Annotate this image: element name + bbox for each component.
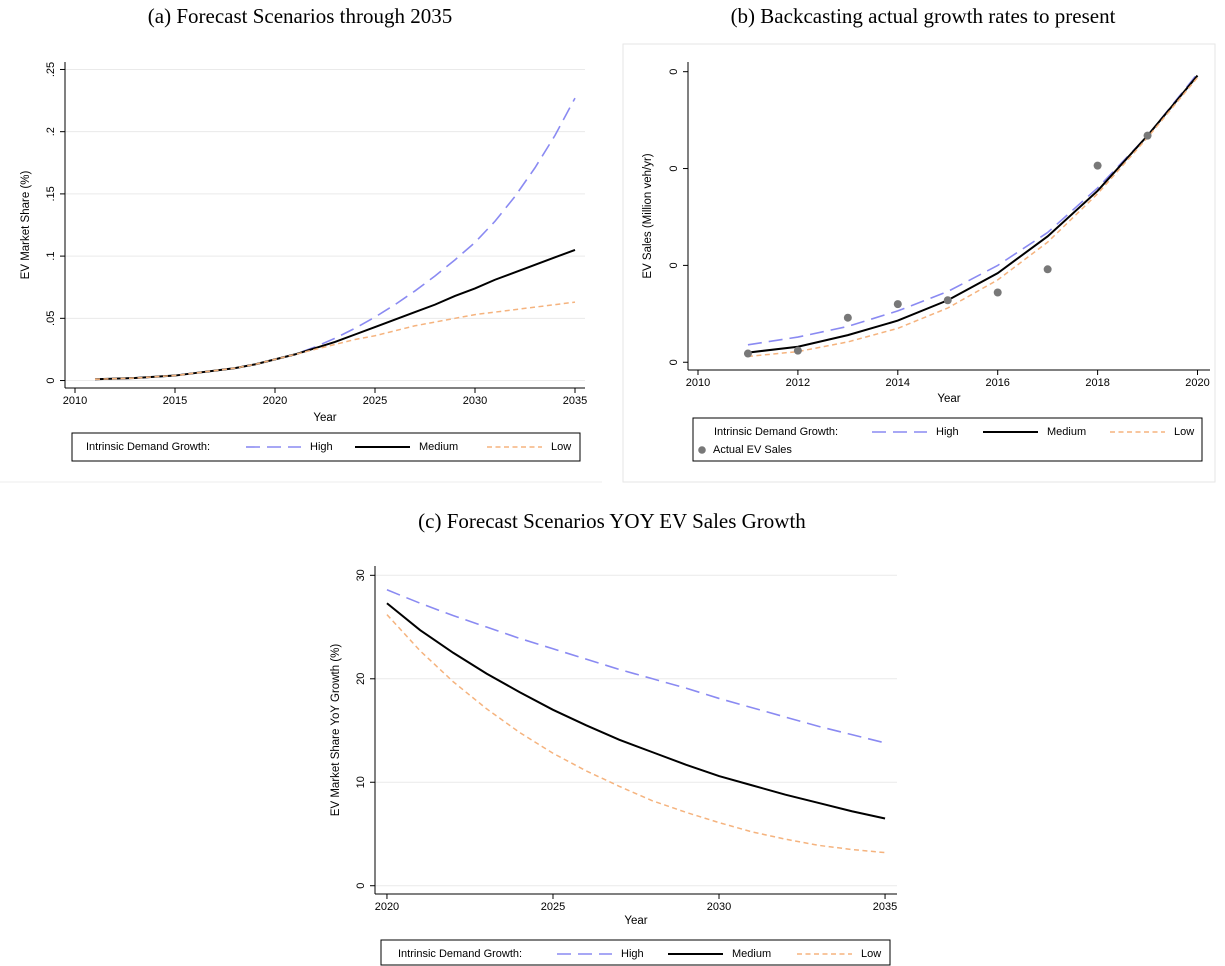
x-tick-label: 2010 [686,377,710,389]
legend-label: Low [1174,426,1194,438]
y-tick-label: 0 [668,69,680,75]
series-line [94,248,576,381]
legend-title: Intrinsic Demand Growth: [86,441,210,453]
series-line [747,74,1199,354]
x-axis-title: Year [624,915,647,927]
y-tick-label: .1 [45,252,57,261]
legend-label: Low [551,441,571,453]
data-point [1043,265,1052,274]
legend-title: Intrinsic Demand Growth: [398,948,522,960]
x-tick-label: 2030 [463,395,487,407]
legend-marker [698,446,706,454]
y-tick-label: 0 [668,359,680,365]
legend-title: Intrinsic Demand Growth: [714,426,838,438]
x-tick-label: 2025 [363,395,387,407]
series-line [94,97,576,381]
legend-label: Medium [419,441,458,453]
series-line [386,614,886,854]
legend-label: Medium [1047,426,1086,438]
y-axis-title: EV Market Share YoY Growth (%) [330,644,342,817]
data-point [1093,161,1102,170]
y-tick-label: 0 [45,377,57,383]
x-axis-title: Year [937,393,960,405]
x-tick-label: 2020 [263,395,287,407]
series-line [747,73,1199,346]
legend-label: High [936,426,959,438]
legend-label: Medium [732,948,771,960]
legend-box [380,939,891,966]
y-tick-label: 20 [355,673,367,685]
series-line [747,77,1199,358]
series-line [386,602,886,820]
y-tick-label: .2 [45,127,57,136]
x-tick-label: 2020 [1185,377,1209,389]
data-point [843,313,852,322]
legend-label: High [310,441,333,453]
y-tick-label: 10 [355,776,367,788]
legend-label: Actual EV Sales [713,444,792,456]
x-tick-label: 2016 [985,377,1009,389]
panel-border [622,43,1216,483]
x-tick-label: 2035 [873,901,897,913]
y-tick-label: 0 [668,165,680,171]
data-point [1143,131,1152,140]
y-tick-label: .15 [45,186,57,201]
x-tick-label: 2020 [375,901,399,913]
y-tick-label: .25 [45,62,57,77]
y-axis-title: EV Market Share (%) [20,171,32,280]
series-line [94,301,576,381]
data-point [993,288,1002,297]
x-axis-title: Year [313,412,336,424]
data-point [943,296,952,305]
y-tick-label: 0 [668,262,680,268]
y-tick-label: 0 [355,883,367,889]
series-line [386,589,886,744]
x-tick-label: 2030 [707,901,731,913]
y-axis-title: EV Sales (Million veh/yr) [642,153,654,278]
x-tick-label: 2018 [1085,377,1109,389]
data-point [893,300,902,309]
x-tick-label: 2012 [786,377,810,389]
y-tick-label: 30 [355,569,367,581]
legend-box [71,432,581,462]
legend-box [692,417,1203,462]
x-tick-label: 2010 [63,395,87,407]
legend-label: High [621,948,644,960]
chart-title: (a) Forecast Scenarios through 2035 [148,4,452,28]
chart-title: (b) Backcasting actual growth rates to p… [731,4,1116,28]
y-tick-label: .05 [45,311,57,326]
data-point [793,346,802,355]
data-point [743,349,752,358]
chart-title: (c) Forecast Scenarios YOY EV Sales Grow… [418,509,806,533]
x-tick-label: 2025 [541,901,565,913]
x-tick-label: 2035 [563,395,587,407]
x-tick-label: 2014 [886,377,910,389]
x-tick-label: 2015 [163,395,187,407]
legend-label: Low [861,948,881,960]
